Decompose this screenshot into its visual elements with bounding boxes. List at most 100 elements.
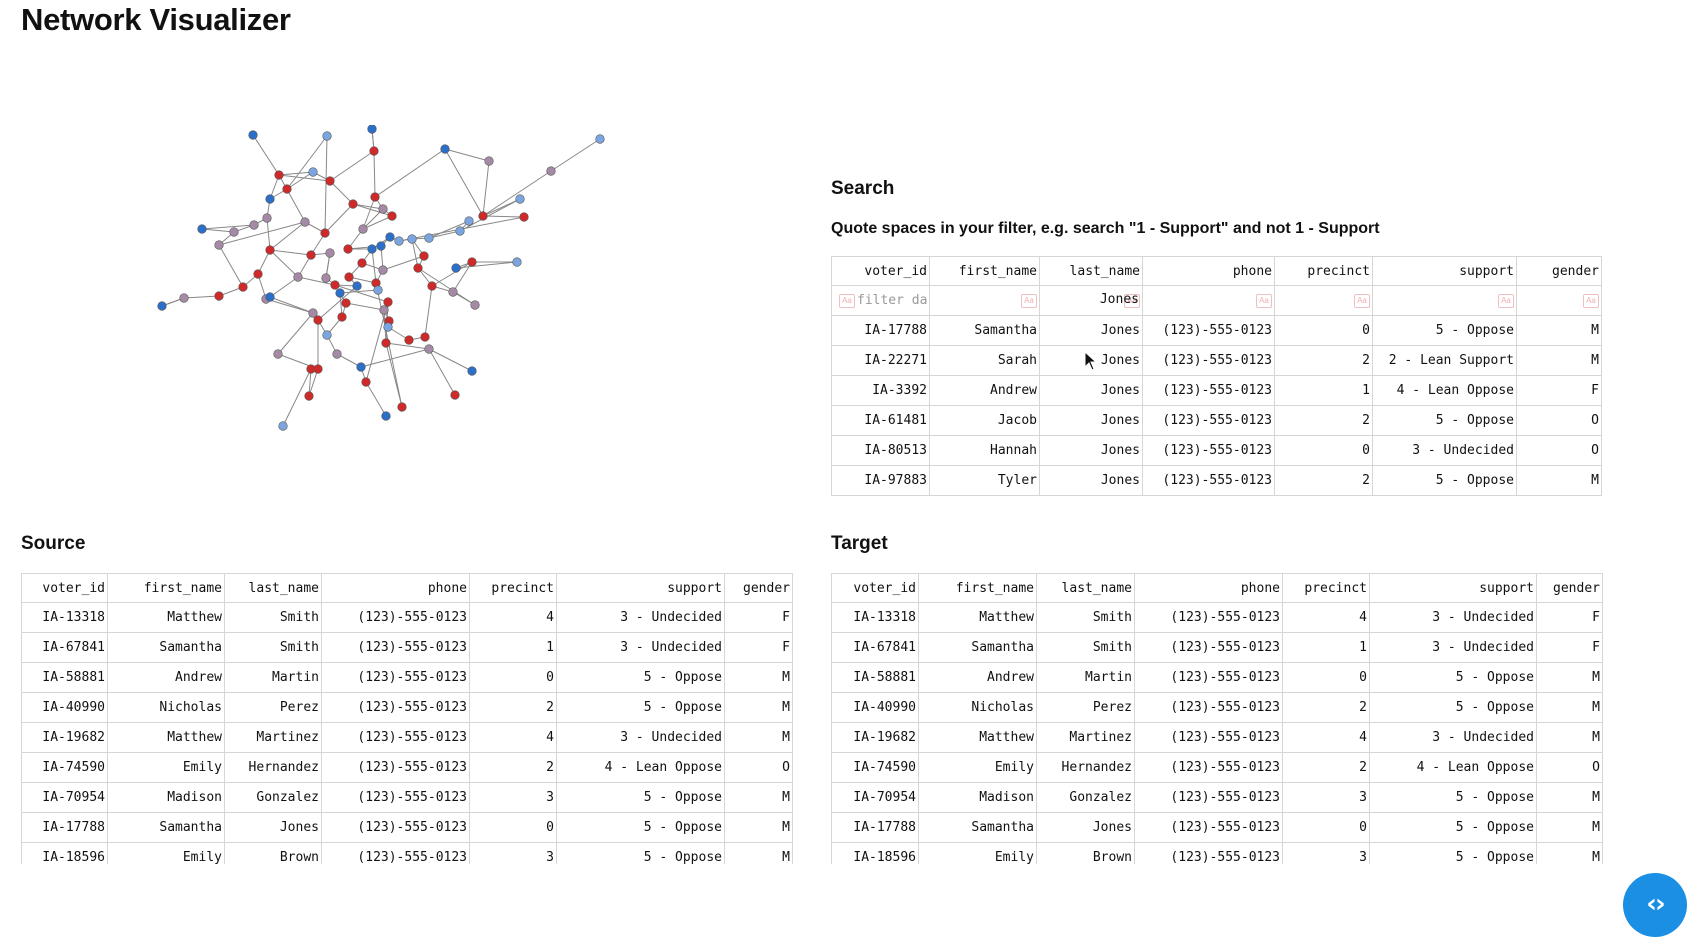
column-header-support[interactable]: support	[1369, 573, 1537, 603]
case-sensitive-icon[interactable]: Aa	[1498, 293, 1514, 308]
graph-node[interactable]	[282, 184, 292, 194]
graph-node[interactable]	[304, 391, 314, 401]
graph-node[interactable]	[383, 297, 393, 307]
graph-node[interactable]	[313, 364, 323, 374]
table-row[interactable]: IA-80513 Hannah Jones (123)-555-0123 0 3 - Un…	[831, 435, 1602, 466]
filter-cell-gender[interactable]: Aa	[1516, 285, 1602, 316]
column-header-voter-id[interactable]: voter_id	[21, 573, 108, 603]
table-row[interactable]: IA-61481 Jacob Jones (123)-555-0123 2 5 - Opp…	[831, 405, 1602, 436]
filter-cell-voter-id[interactable]: Aa	[831, 285, 930, 316]
graph-node[interactable]	[373, 285, 383, 295]
graph-node[interactable]	[265, 245, 275, 255]
table-row[interactable]: IA-19682 Matthew Martinez (123)-555-0123 4 3 …	[831, 722, 1603, 753]
table-row[interactable]: IA-17788 Samantha Jones (123)-555-0123 0 5 - …	[831, 315, 1602, 346]
filter-input-voter-id[interactable]	[857, 293, 927, 308]
column-header-last-name[interactable]: last_name	[1039, 256, 1143, 286]
graph-node[interactable]	[379, 305, 389, 315]
filter-cell-last-name[interactable]: Aa Jones	[1039, 285, 1143, 316]
graph-node[interactable]	[265, 292, 275, 302]
graph-node[interactable]	[361, 377, 371, 387]
column-header-support[interactable]: support	[1372, 256, 1517, 286]
table-row[interactable]: IA-17788 Samantha Jones (123)-555-0123 0 5 - …	[831, 812, 1603, 843]
graph-node[interactable]	[330, 280, 340, 290]
graph-node[interactable]	[381, 411, 391, 421]
table-row[interactable]: IA-19682 Matthew Martinez (123)-555-0123 4 3 …	[21, 722, 793, 753]
column-header-last-name[interactable]: last_name	[1036, 573, 1135, 603]
table-row[interactable]: IA-18596 Emily Brown (123)-555-0123 3 5 - Opp…	[831, 842, 1603, 864]
graph-node[interactable]	[274, 170, 284, 180]
graph-node[interactable]	[357, 258, 367, 268]
graph-node[interactable]	[300, 217, 310, 227]
graph-node[interactable]	[455, 226, 465, 236]
graph-node[interactable]	[595, 134, 605, 144]
graph-node[interactable]	[321, 273, 331, 283]
graph-node[interactable]	[308, 308, 318, 318]
table-row[interactable]: IA-70954 Madison Gonzalez (123)-555-0123 3 5 …	[21, 782, 793, 813]
graph-node[interactable]	[387, 211, 397, 221]
graph-node[interactable]	[478, 211, 488, 221]
graph-node[interactable]	[424, 344, 434, 354]
graph-node[interactable]	[440, 144, 450, 154]
graph-node[interactable]	[179, 293, 189, 303]
graph-node[interactable]	[214, 291, 224, 301]
column-header-phone[interactable]: phone	[1134, 573, 1283, 603]
graph-node[interactable]	[332, 349, 342, 359]
graph-node[interactable]	[335, 288, 345, 298]
graph-node[interactable]	[265, 194, 275, 204]
table-row[interactable]: IA-13318 Matthew Smith (123)-555-0123 4 3 - U…	[831, 602, 1603, 633]
graph-node[interactable]	[253, 269, 263, 279]
graph-node[interactable]	[383, 322, 393, 332]
case-sensitive-icon[interactable]: Aa	[1021, 293, 1037, 308]
graph-node[interactable]	[293, 272, 303, 282]
column-header-gender[interactable]: gender	[1536, 573, 1603, 603]
table-row[interactable]: IA-67841 Samantha Smith (123)-555-0123 1 3 - …	[21, 632, 793, 663]
graph-node[interactable]	[278, 421, 288, 431]
graph-node[interactable]	[325, 248, 335, 258]
graph-node[interactable]	[358, 224, 368, 234]
graph-node[interactable]	[197, 224, 207, 234]
column-header-last-name[interactable]: last_name	[224, 573, 322, 603]
table-row[interactable]: IA-67841 Samantha Smith (123)-555-0123 1 3 - …	[831, 632, 1603, 663]
graph-node[interactable]	[464, 216, 474, 226]
graph-node[interactable]	[467, 257, 477, 267]
graph-node[interactable]	[320, 228, 330, 238]
graph-node[interactable]	[519, 212, 529, 222]
graph-node[interactable]	[427, 281, 437, 291]
table-row[interactable]: IA-58881 Andrew Martin (123)-555-0123 0 5 - O…	[21, 662, 793, 693]
graph-node[interactable]	[404, 335, 414, 345]
column-header-gender[interactable]: gender	[724, 573, 793, 603]
column-header-voter-id[interactable]: voter_id	[831, 573, 919, 603]
graph-node[interactable]	[344, 272, 354, 282]
column-header-precinct[interactable]: precinct	[1282, 573, 1370, 603]
column-header-phone[interactable]: phone	[1142, 256, 1275, 286]
graph-node[interactable]	[470, 300, 480, 310]
graph-node[interactable]	[467, 366, 477, 376]
graph-node[interactable]	[407, 234, 417, 244]
column-header-first-name[interactable]: first_name	[929, 256, 1040, 286]
graph-node[interactable]	[248, 130, 258, 140]
filter-cell-phone[interactable]: Aa	[1142, 285, 1275, 316]
graph-node[interactable]	[157, 301, 167, 311]
graph-node[interactable]	[273, 349, 283, 359]
column-header-precinct[interactable]: precinct	[1274, 256, 1373, 286]
graph-node[interactable]	[367, 125, 377, 134]
table-row[interactable]: IA-18596 Emily Brown (123)-555-0123 3 5 - Opp…	[21, 842, 793, 864]
graph-node[interactable]	[370, 192, 380, 202]
column-header-voter-id[interactable]: voter_id	[831, 256, 930, 286]
graph-node[interactable]	[419, 251, 429, 261]
table-row[interactable]: IA-22271 Sarah Jones (123)-555-0123 2 2 - Lea…	[831, 345, 1602, 376]
filter-input-last-name[interactable]: Jones	[1099, 292, 1139, 307]
graph-node[interactable]	[367, 244, 377, 254]
code-toggle-button[interactable]: ‹›	[1623, 873, 1687, 937]
table-row[interactable]: IA-58881 Andrew Martin (123)-555-0123 0 5 - O…	[831, 662, 1603, 693]
graph-node[interactable]	[424, 233, 434, 243]
graph-node[interactable]	[337, 312, 347, 322]
graph-node[interactable]	[341, 298, 351, 308]
graph-node[interactable]	[484, 156, 494, 166]
case-sensitive-icon[interactable]: Aa	[1354, 293, 1370, 308]
table-row[interactable]: IA-17788 Samantha Jones (123)-555-0123 0 5 - …	[21, 812, 793, 843]
graph-node[interactable]	[450, 390, 460, 400]
graph-node[interactable]	[322, 131, 332, 141]
graph-node[interactable]	[378, 265, 388, 275]
source-table-viewport[interactable]: voter_id first_name last_name phone prec…	[21, 573, 793, 864]
